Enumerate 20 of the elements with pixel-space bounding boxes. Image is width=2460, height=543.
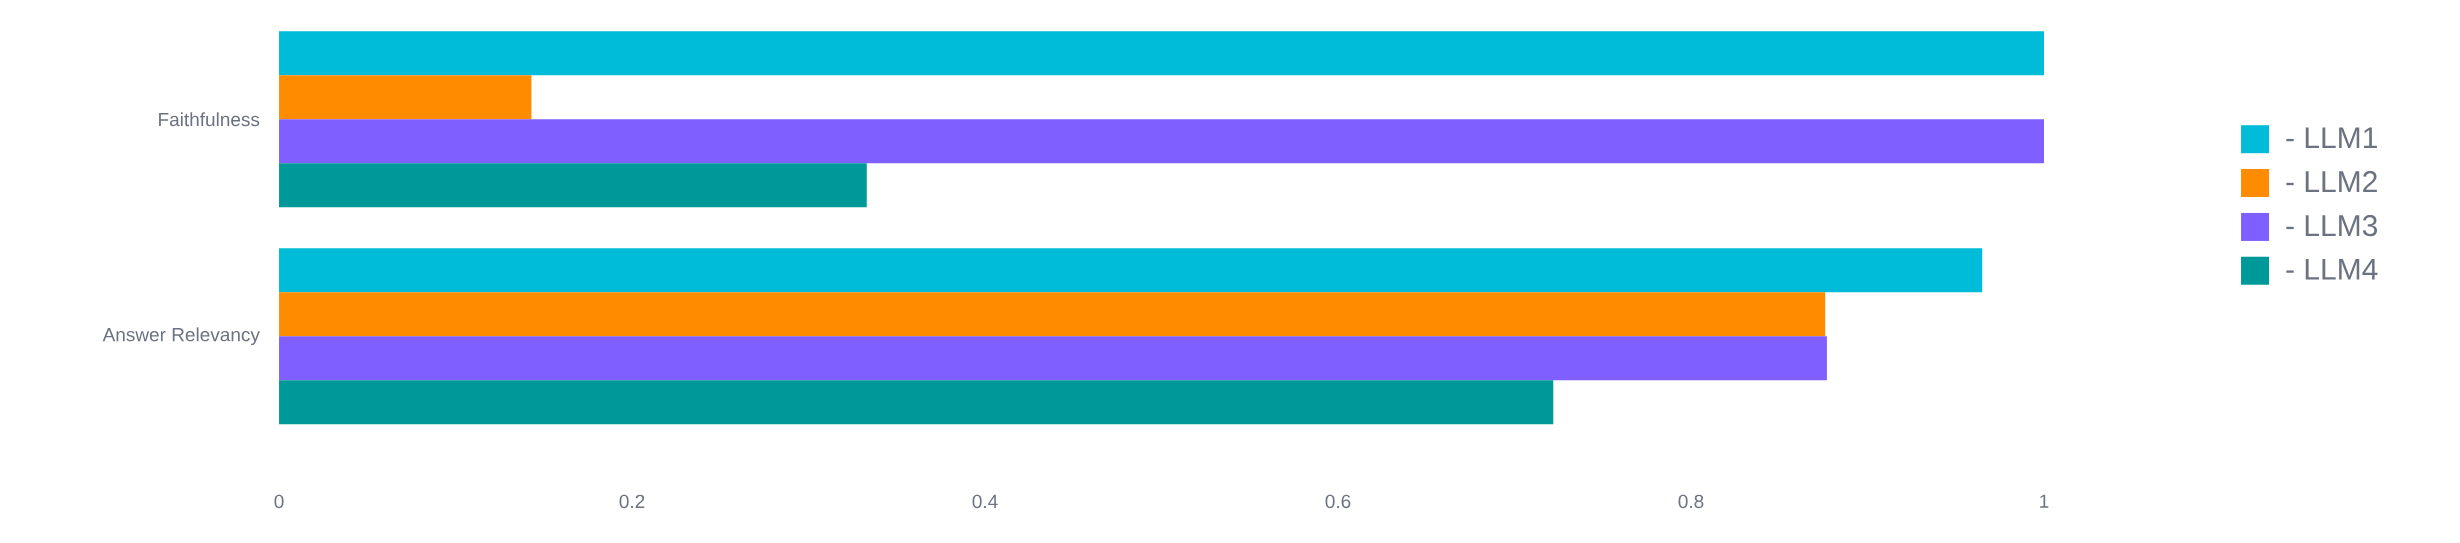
x-tick-label: 0.2 <box>619 494 645 509</box>
y-tick-label: Faithfulness <box>159 112 260 127</box>
bar <box>279 163 867 208</box>
bar <box>279 119 2045 164</box>
x-tick-label: 0.4 <box>972 494 998 509</box>
y-tick-label: Answer Relevancy <box>102 327 260 346</box>
x-tick-label: 1 <box>2040 494 2049 508</box>
bar <box>279 31 2045 76</box>
legend-label: - LLM2 <box>2286 171 2377 192</box>
bar <box>279 75 532 120</box>
legend-label: - LLM1 <box>2286 127 2377 149</box>
bar <box>279 380 1554 425</box>
x-tick-label: 0.6 <box>1325 494 1351 509</box>
bar <box>279 248 1983 293</box>
bar <box>279 292 1826 337</box>
legend-label: - LLM4 <box>2286 258 2378 280</box>
bar <box>279 336 1827 381</box>
x-tick-label: 0.8 <box>1678 494 1704 509</box>
legend-label: - LLM3 <box>2286 214 2378 237</box>
x-tick-label: 0 <box>274 494 284 509</box>
